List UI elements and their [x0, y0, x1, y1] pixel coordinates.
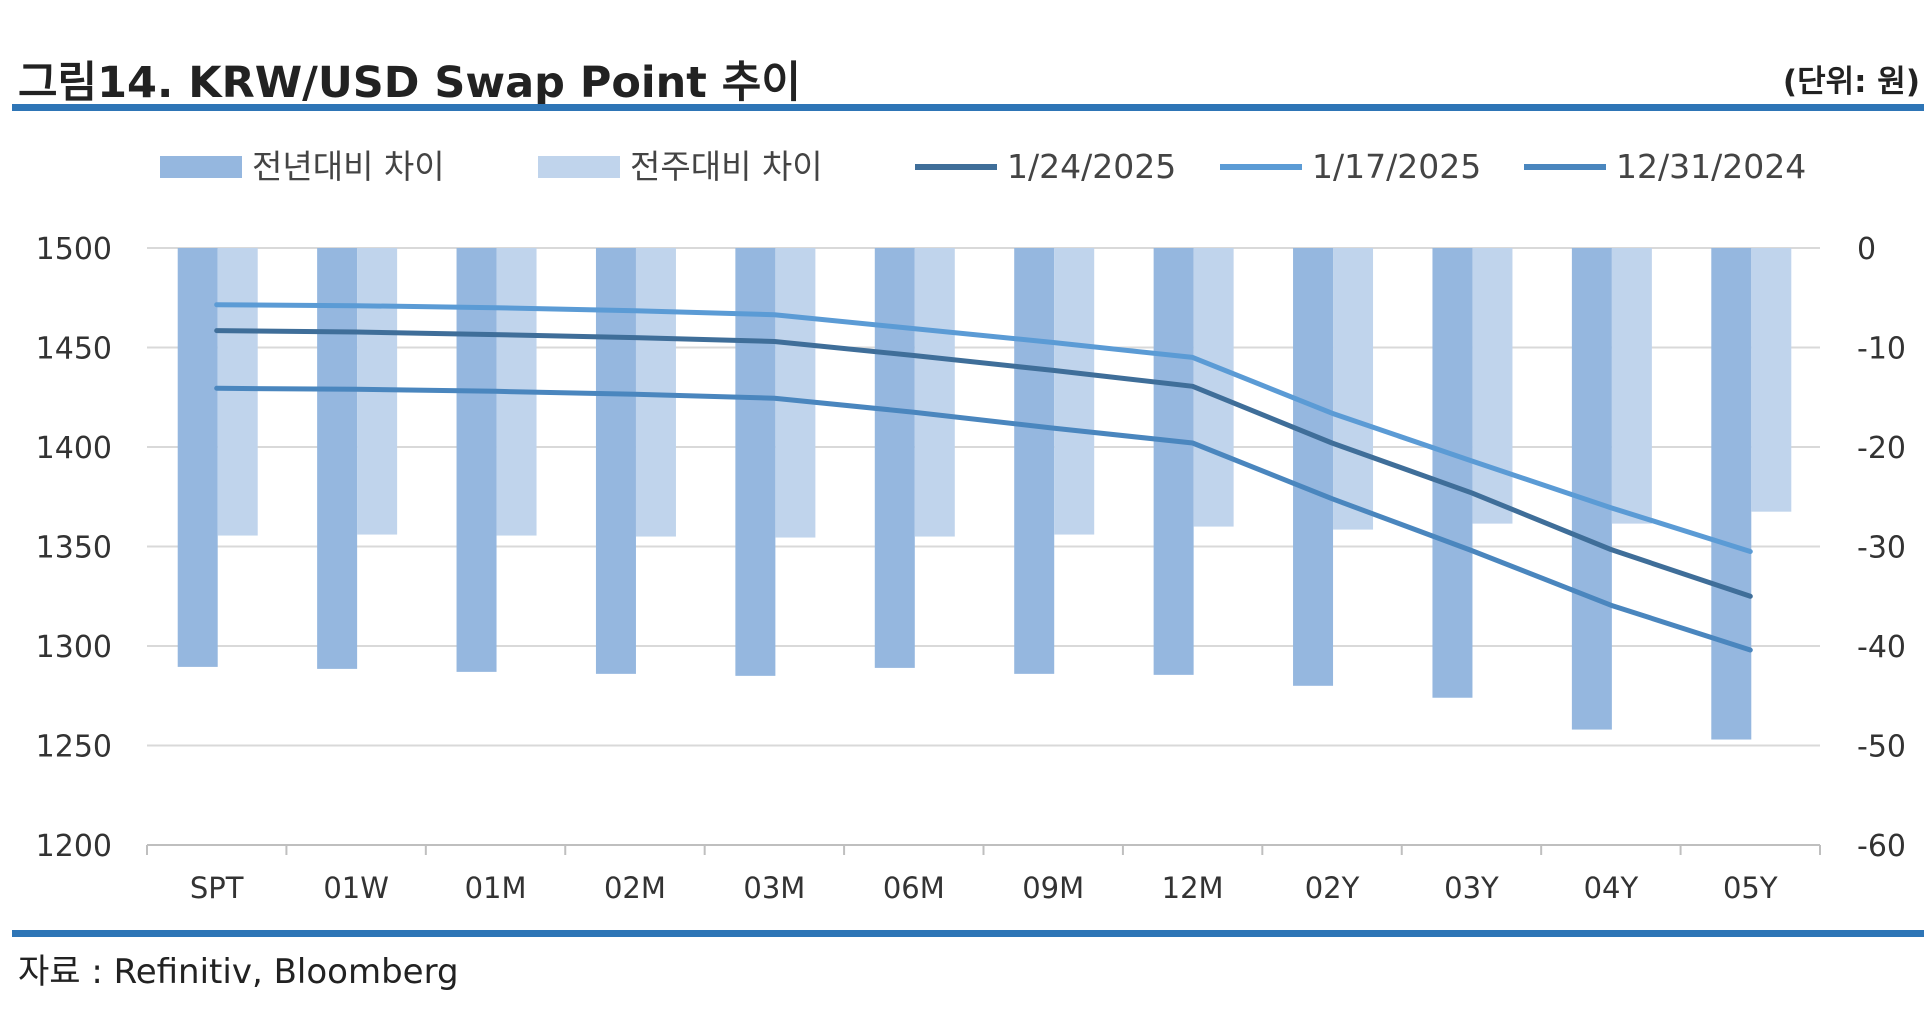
- yoy-bar: [735, 248, 776, 676]
- left-tick-label: 1300: [36, 630, 112, 665]
- yoy-bar: [1293, 248, 1334, 686]
- yoy-bar: [595, 248, 636, 674]
- legend-swatch: [160, 156, 242, 178]
- legend-12-31-2024: 12/31/2024: [1524, 147, 1806, 186]
- axes: 1500 0 1450 -10 1400 -20 1350 -30 1300 -40 1250 -50…: [36, 232, 1906, 905]
- right-tick-label: -60: [1857, 829, 1906, 864]
- right-tick-label: -20: [1857, 431, 1906, 466]
- wow-bar: [217, 248, 258, 536]
- left-tick-label: 1500: [36, 232, 112, 267]
- x-tick-label: 01W: [323, 871, 389, 905]
- yoy-bar: [1153, 248, 1194, 675]
- source-note: 자료 : Refinitiv, Bloomberg: [18, 952, 459, 992]
- wow-bar: [1751, 248, 1792, 512]
- legend-label: 1/17/2025: [1312, 147, 1481, 186]
- yoy-bar: [1432, 248, 1473, 698]
- left-tick-label: 1400: [36, 431, 112, 466]
- right-tick-label: -30: [1857, 531, 1906, 566]
- x-tick-label: 09M: [1022, 871, 1084, 905]
- yoy-bar: [317, 248, 358, 669]
- x-tick-label: SPT: [190, 871, 244, 905]
- legend-swatch: [538, 156, 620, 178]
- chart-legend: 전년대비 차이 전주대비 차이 1/24/2025 1/17/2025 12/31/20…: [160, 147, 1806, 186]
- legend-wow: 전주대비 차이: [538, 147, 823, 186]
- line-12-31-2024: [214, 385, 1753, 653]
- yoy-bar: [1571, 248, 1612, 730]
- wow-bar: [914, 248, 955, 537]
- x-tick-label: 12M: [1162, 871, 1224, 905]
- left-tick-label: 1350: [36, 531, 112, 566]
- chart-title: 그림14. KRW/USD Swap Point 추이: [18, 58, 801, 108]
- bar-series: [177, 248, 1792, 740]
- yoy-bar: [1014, 248, 1055, 674]
- unit-label: (단위: 원): [1782, 64, 1920, 100]
- legend-1-24-2025: 1/24/2025: [915, 147, 1176, 186]
- yoy-bar: [177, 248, 218, 667]
- right-tick-label: -50: [1857, 730, 1906, 765]
- x-tick-label: 06M: [883, 871, 945, 905]
- wow-bar: [1054, 248, 1095, 535]
- right-tick-label: 0: [1857, 232, 1876, 267]
- wow-bar: [1333, 248, 1374, 530]
- wow-bar: [1472, 248, 1513, 524]
- x-tick-label: 03Y: [1444, 871, 1499, 905]
- right-tick-label: -40: [1857, 630, 1906, 665]
- left-tick-label: 1450: [36, 332, 112, 367]
- legend-1-17-2025: 1/17/2025: [1220, 147, 1481, 186]
- line-1-24-2025: [214, 328, 1753, 599]
- yoy-bar: [1711, 248, 1752, 740]
- x-tick-label: 04Y: [1584, 871, 1639, 905]
- gridlines: [147, 247, 1820, 747]
- x-tick-label: 01M: [465, 871, 527, 905]
- left-tick-label: 1250: [36, 730, 112, 765]
- line-series: [214, 302, 1753, 653]
- wow-bar: [775, 248, 816, 538]
- wow-bar: [1611, 248, 1652, 524]
- x-tick-label: 02Y: [1305, 871, 1360, 905]
- legend-label: 전주대비 차이: [630, 147, 823, 186]
- legend-label: 12/31/2024: [1616, 147, 1806, 186]
- line-1-17-2025: [214, 302, 1753, 554]
- bottom-divider: [12, 930, 1924, 937]
- legend-label: 1/24/2025: [1007, 147, 1176, 186]
- x-tick-label: 02M: [604, 871, 666, 905]
- top-divider: [12, 104, 1924, 111]
- x-tick-label: 05Y: [1723, 871, 1778, 905]
- left-tick-label: 1200: [36, 829, 112, 864]
- yoy-bar: [874, 248, 915, 668]
- legend-yoy: 전년대비 차이: [160, 147, 445, 186]
- yoy-bar: [456, 248, 497, 672]
- legend-label: 전년대비 차이: [252, 147, 445, 186]
- x-tick-label: 03M: [743, 871, 805, 905]
- right-tick-label: -10: [1857, 332, 1906, 367]
